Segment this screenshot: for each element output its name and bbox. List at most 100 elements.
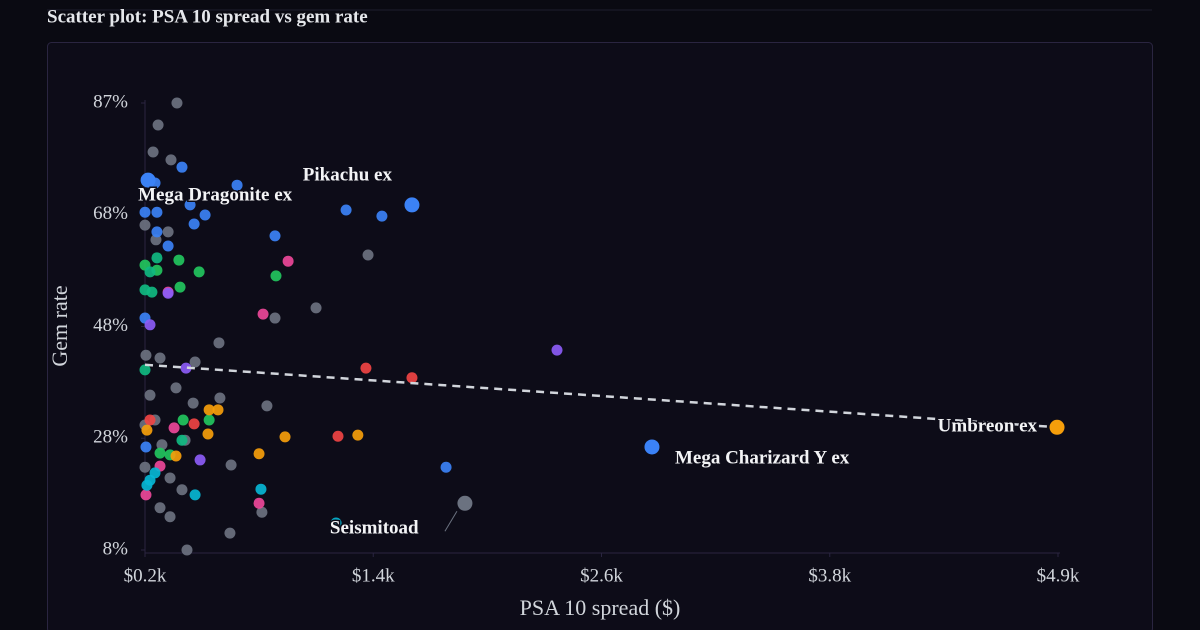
annotation-connector: [444, 511, 458, 532]
annotated-point: [644, 439, 660, 455]
point: [253, 497, 265, 509]
point: [340, 204, 352, 216]
point: [188, 418, 200, 430]
point: [269, 312, 281, 324]
point: [214, 392, 226, 404]
point: [212, 404, 224, 416]
y-tick-label: 68%: [93, 203, 128, 224]
point: [164, 511, 176, 523]
point: [156, 439, 168, 451]
y-tick-label: 87%: [93, 91, 128, 112]
point: [376, 210, 388, 222]
y-tick-label: 28%: [93, 427, 128, 448]
point: [189, 489, 201, 501]
annotation: Seismitoad: [330, 518, 419, 539]
point: [203, 414, 215, 426]
point: [154, 352, 166, 364]
point: [170, 450, 182, 462]
point: [144, 389, 156, 401]
y-tick-label: 48%: [93, 315, 128, 336]
point: [174, 281, 186, 293]
point: [224, 527, 236, 539]
point: [270, 270, 282, 282]
annotation: Mega Charizard Y ex: [675, 447, 850, 468]
point: [151, 226, 163, 238]
point: [140, 441, 152, 453]
point: [144, 319, 156, 331]
x-axis-title: PSA 10 spread ($): [520, 595, 681, 620]
point: [170, 382, 182, 394]
point: [360, 362, 372, 374]
point: [154, 502, 166, 514]
point: [269, 230, 281, 242]
point: [406, 372, 418, 384]
point: [189, 356, 201, 368]
point: [154, 447, 166, 459]
point: [261, 400, 273, 412]
point: [176, 434, 188, 446]
point: [282, 255, 294, 267]
point: [139, 364, 151, 376]
point: [139, 206, 151, 218]
x-tick-label: $1.4k: [352, 565, 395, 586]
point: [171, 97, 183, 109]
point: [162, 226, 174, 238]
point: [139, 461, 151, 473]
point: [330, 517, 342, 529]
x-tick-label: $0.2k: [124, 565, 167, 586]
point: [151, 206, 163, 218]
point: [193, 266, 205, 278]
point: [141, 424, 153, 436]
y-tick-label: 8%: [103, 538, 129, 559]
point: [184, 199, 196, 211]
point: [231, 179, 243, 191]
annotated-point: [457, 495, 473, 511]
x-tick-label: $4.9k: [1037, 565, 1080, 586]
point: [162, 287, 174, 299]
point: [146, 286, 158, 298]
point: [176, 161, 188, 173]
point: [140, 349, 152, 361]
point: [140, 489, 152, 501]
point: [181, 544, 193, 556]
annotated-point: [404, 197, 420, 213]
panel: [47, 42, 1153, 630]
point: [188, 218, 200, 230]
point: [551, 344, 563, 356]
point: [152, 119, 164, 131]
point: [162, 240, 174, 252]
point: [310, 302, 322, 314]
point: [144, 266, 156, 278]
chart-title: Scatter plot: PSA 10 spread vs gem rate: [47, 6, 368, 27]
x-tick-label: $2.6k: [580, 565, 623, 586]
point: [168, 422, 180, 434]
point: [147, 146, 159, 158]
annotation: Pikachu ex: [303, 164, 393, 185]
point: [194, 454, 206, 466]
point: [256, 506, 268, 518]
point: [253, 448, 265, 460]
point: [177, 414, 189, 426]
y-axis-title: Gem rate: [47, 285, 72, 366]
point: [180, 362, 192, 374]
point: [164, 472, 176, 484]
point: [362, 249, 374, 261]
point: [151, 252, 163, 264]
point: [352, 429, 364, 441]
annotated-point: [140, 172, 156, 188]
point: [213, 337, 225, 349]
point: [332, 430, 344, 442]
x-tick-label: $3.8k: [808, 565, 851, 586]
point: [176, 484, 188, 496]
point: [144, 474, 156, 486]
point: [279, 431, 291, 443]
point: [225, 459, 237, 471]
point: [144, 414, 156, 426]
point: [257, 308, 269, 320]
point: [255, 483, 267, 495]
annotated-point: [1049, 419, 1065, 435]
point: [187, 397, 199, 409]
annotation: Mega Dragonite ex: [138, 184, 293, 205]
annotation: Umbreon ex: [938, 416, 1038, 437]
